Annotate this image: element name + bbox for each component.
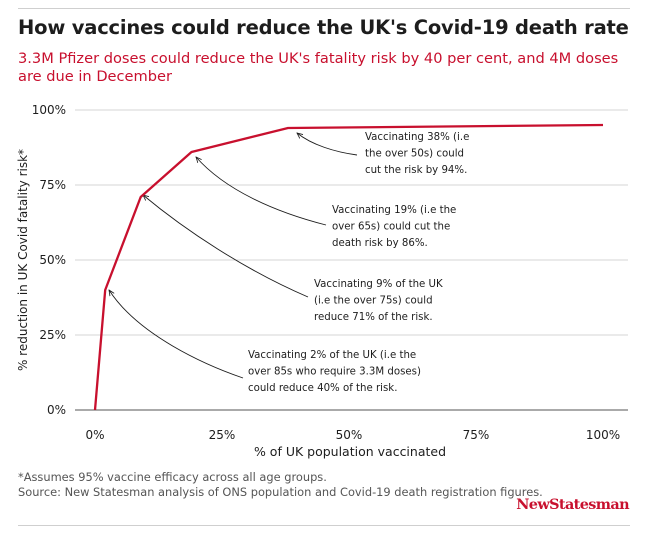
x-tick-label: 25% xyxy=(209,428,236,442)
y-tick-label: 75% xyxy=(39,178,66,192)
annotation-label: Vaccinating 19% (i.e the over 65s) could … xyxy=(332,205,456,249)
annotation-labels: Vaccinating 2% of the UK (i.e the over 85… xyxy=(248,132,469,394)
brand-logo: NewStatesman xyxy=(516,496,629,513)
top-rule xyxy=(18,8,630,9)
annotation-arrow xyxy=(143,195,309,298)
data-series xyxy=(93,123,604,411)
x-axis-label: % of UK population vaccinated xyxy=(254,444,446,459)
data-line xyxy=(93,123,604,411)
chart-subtitle: 3.3M Pfizer doses could reduce the UK's … xyxy=(18,50,619,85)
source-note: Source: New Statesman analysis of ONS po… xyxy=(18,485,543,499)
annotation-label: Vaccinating 9% of the UK (i.e the over 75… xyxy=(314,279,443,323)
y-gridlines xyxy=(75,109,628,411)
y-tick-label: 25% xyxy=(39,328,66,342)
x-tick-label: 100% xyxy=(586,428,620,442)
annotation-arrow xyxy=(196,157,327,226)
x-tick-label: 50% xyxy=(336,428,363,442)
x-tick-label: 75% xyxy=(463,428,490,442)
x-tick-labels: 0% 25% 50% 75% 100% xyxy=(85,428,620,442)
y-tick-label: 50% xyxy=(39,253,66,267)
annotation-label: Vaccinating 2% of the UK (i.e the over 85… xyxy=(248,350,421,394)
y-tick-labels: 0% 25% 50% 75% 100% xyxy=(32,103,66,417)
footnote: *Assumes 95% vaccine efficacy across all… xyxy=(18,470,327,484)
x-tick-label: 0% xyxy=(85,428,104,442)
annotation-arrow xyxy=(109,290,244,379)
y-tick-label: 100% xyxy=(32,103,66,117)
chart-title: How vaccines could reduce the UK's Covid… xyxy=(18,16,629,39)
annotation-arrow xyxy=(297,133,358,156)
annotation-label: Vaccinating 38% (i.e the over 50s) could c… xyxy=(365,132,469,176)
y-axis-label: % reduction in UK Covid fatality risk* xyxy=(16,149,30,371)
y-tick-label: 0% xyxy=(47,403,66,417)
bottom-rule xyxy=(18,525,630,526)
annotation-arrows xyxy=(109,133,358,379)
